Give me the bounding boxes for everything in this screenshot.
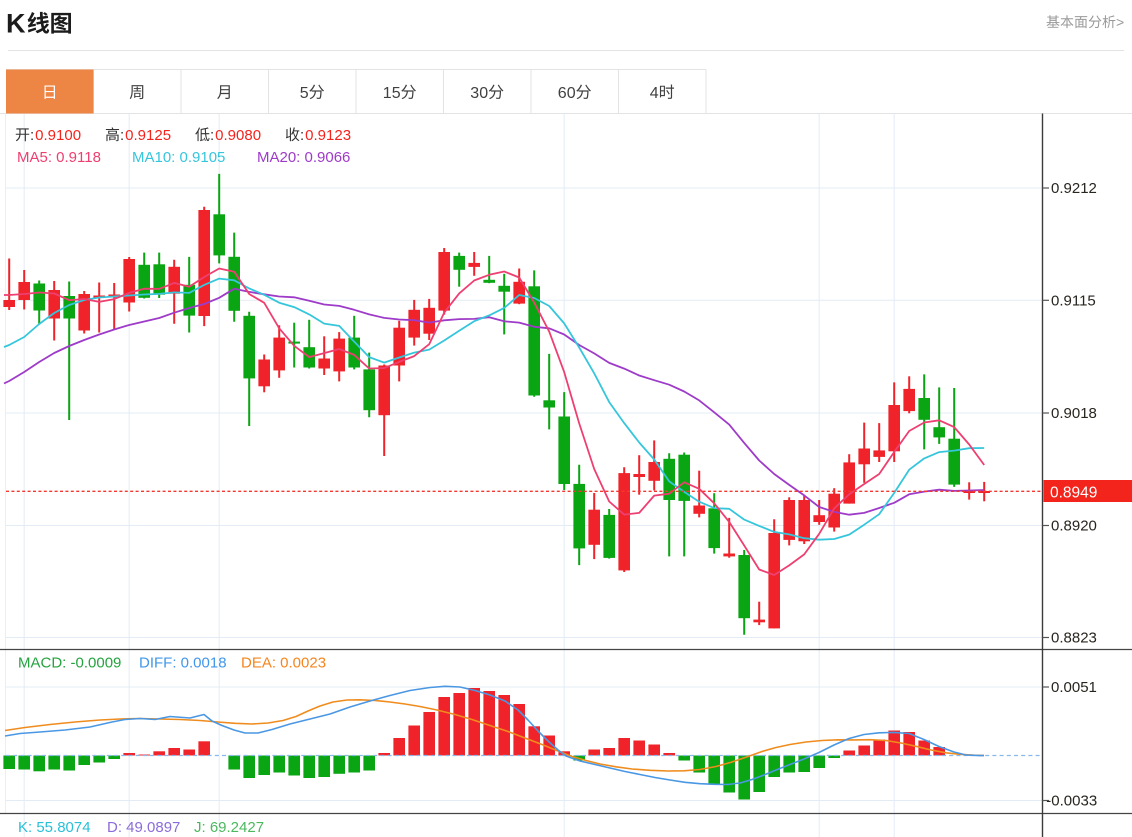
svg-text:0.9212: 0.9212 (1051, 180, 1097, 197)
svg-text:MA20: 0.9066: MA20: 0.9066 (257, 149, 350, 166)
svg-text::: : (300, 127, 304, 144)
svg-text:5: 5 (300, 85, 309, 102)
svg-text:DEA: 0.0023: DEA: 0.0023 (241, 655, 326, 672)
svg-text:60: 60 (558, 85, 576, 102)
svg-text:0.8823: 0.8823 (1051, 630, 1097, 647)
svg-text:K: K (6, 8, 26, 38)
svg-text:0.0051: 0.0051 (1051, 679, 1097, 696)
svg-text:0.9123: 0.9123 (305, 127, 351, 144)
svg-text:15: 15 (383, 85, 401, 102)
svg-text:K: 55.8074: K: 55.8074 (18, 819, 91, 836)
svg-text:D: 49.0897: D: 49.0897 (107, 819, 180, 836)
svg-text:0.9125: 0.9125 (125, 127, 171, 144)
svg-text:0.9100: 0.9100 (35, 127, 81, 144)
svg-text:>: > (1116, 14, 1124, 30)
svg-text:0.9115: 0.9115 (1051, 292, 1096, 309)
svg-text:0.9080: 0.9080 (215, 127, 261, 144)
svg-text:30: 30 (470, 85, 488, 102)
svg-text::: : (30, 127, 34, 144)
svg-text:J: 69.2427: J: 69.2427 (194, 819, 264, 836)
svg-text:4: 4 (650, 85, 659, 102)
svg-text:MACD: -0.0009: MACD: -0.0009 (18, 655, 121, 672)
svg-text::: : (120, 127, 124, 144)
svg-text:-0.0033: -0.0033 (1046, 793, 1097, 810)
svg-text:MA5: 0.9118: MA5: 0.9118 (17, 149, 101, 166)
svg-text:MA10: 0.9105: MA10: 0.9105 (132, 149, 225, 166)
svg-text:DIFF: 0.0018: DIFF: 0.0018 (139, 655, 227, 672)
svg-text:0.8920: 0.8920 (1051, 518, 1097, 535)
svg-text:0.8949: 0.8949 (1050, 485, 1097, 502)
svg-text::: : (210, 127, 214, 144)
svg-text:0.9018: 0.9018 (1051, 405, 1097, 422)
